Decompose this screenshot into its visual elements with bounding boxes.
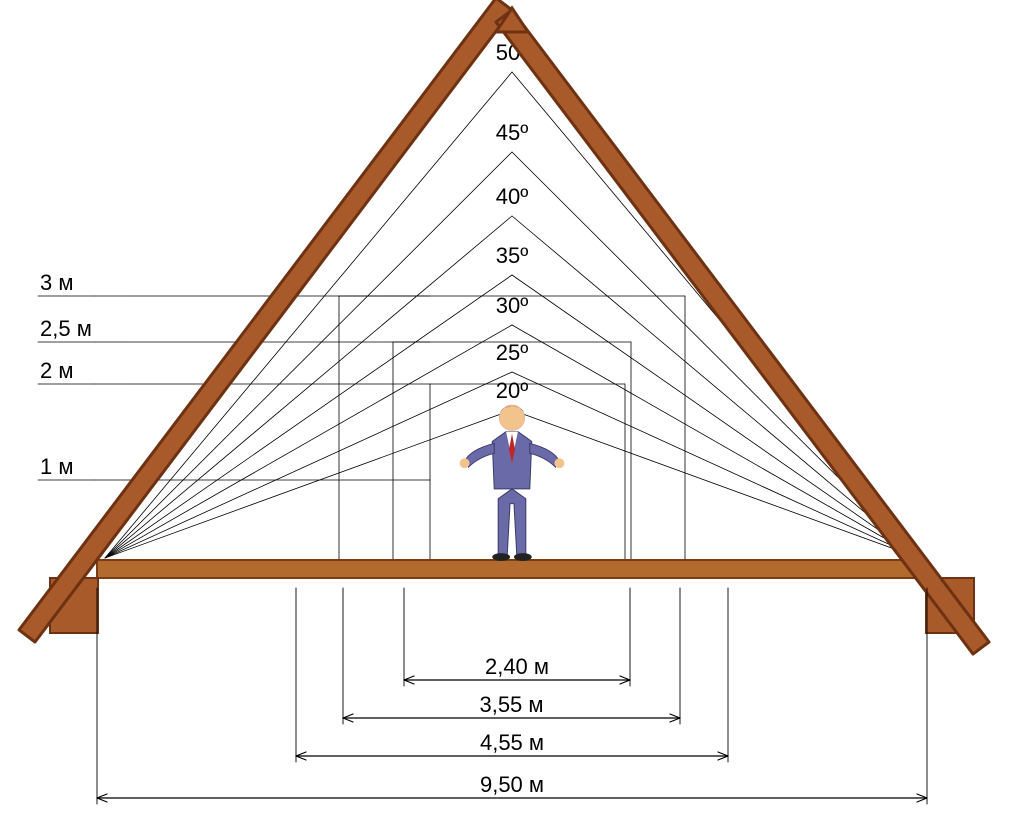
width-label-1: 3,55 м xyxy=(479,692,543,717)
width-dimensions: 2,40 м 3,55 м 4,55 м 9,50 м xyxy=(97,588,927,804)
width-label-0: 2,40 м xyxy=(485,654,549,679)
attic-floor xyxy=(97,560,927,578)
wall-posts xyxy=(50,578,974,633)
angle-label-2: 40º xyxy=(496,184,529,209)
height-label-3: 1 м xyxy=(40,454,73,479)
roof-pitch-diagram: 50º45º40º35º30º25º20º3 м2,5 м2 м1 м2,40 … xyxy=(0,0,1024,826)
person-icon xyxy=(460,405,565,561)
angle-label-3: 35º xyxy=(496,243,529,268)
angle-label-5: 25º xyxy=(496,340,529,365)
height-label-1: 2,5 м xyxy=(40,316,92,341)
height-label-2: 2 м xyxy=(40,358,73,383)
height-label-0: 3 м xyxy=(40,270,73,295)
angle-label-6: 20º xyxy=(496,378,529,403)
angle-label-1: 45º xyxy=(496,120,529,145)
angle-label-4: 30º xyxy=(496,293,529,318)
width-label-2: 4,55 м xyxy=(480,730,544,755)
width-label-3: 9,50 м xyxy=(480,772,544,797)
